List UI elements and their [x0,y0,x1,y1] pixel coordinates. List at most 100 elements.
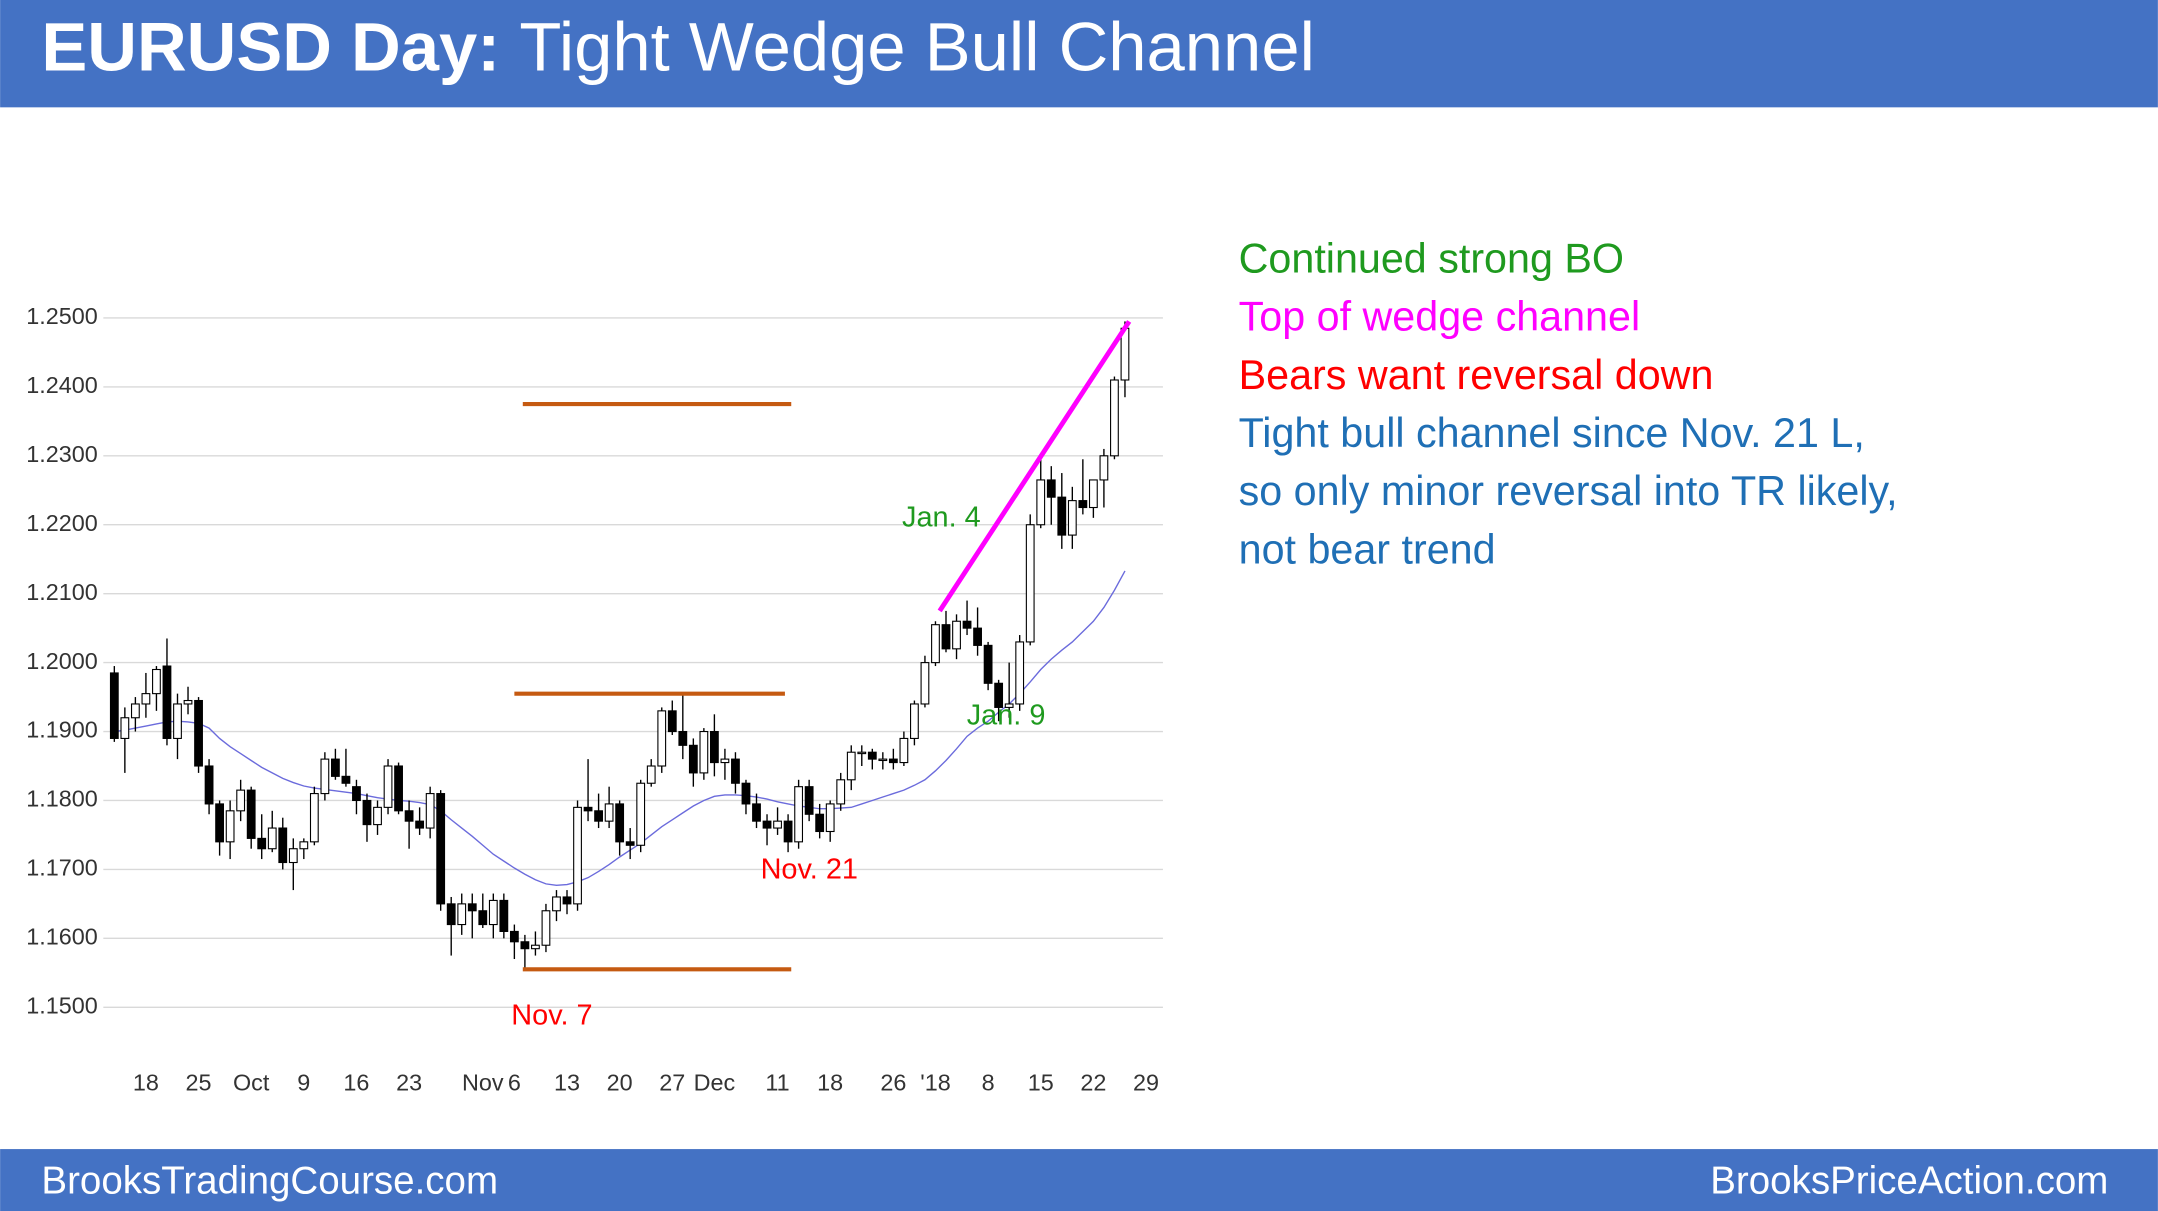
footer-bar [0,1149,2158,1211]
candle-body [467,903,477,912]
candle-body [594,810,603,822]
candle-body [552,896,561,912]
candle-body [509,930,519,943]
candle-body [215,803,225,843]
candle-body [1004,703,1014,708]
candle-body [130,703,140,719]
note-line: not bear trend [1239,526,1496,572]
candle-body [162,665,172,739]
candle-body [783,820,793,843]
candle-body [857,751,867,755]
candle-body [983,644,993,684]
candle-body [183,699,193,705]
candle-body [973,627,982,646]
candle-body [288,848,298,864]
candle-body [1036,479,1046,526]
candle-body [225,810,235,843]
candle-body [478,910,488,926]
candle-body [562,896,572,905]
x-tick-label: 13 [554,1070,580,1096]
candle-body [583,806,593,812]
x-tick-label: 22 [1080,1070,1106,1096]
x-tick-label: 18 [817,1070,843,1096]
note-line: Bears want reversal down [1239,352,1714,398]
candle-body [383,765,393,808]
slide-title: EURUSD Day: Tight Wedge Bull Channel [41,8,1314,85]
candle-body [194,699,203,767]
candle-body [646,765,656,784]
candle-body [920,662,930,705]
candle-body [373,806,382,826]
x-tick-label: 29 [1133,1070,1159,1096]
footer-right: BrooksPriceAction.com [1710,1160,2108,1203]
candle-body [446,903,456,926]
moving-average [114,570,1126,886]
candle-body [488,899,498,926]
candle-body [425,793,435,829]
candle-body [678,730,688,746]
footer-left: BrooksTradingCourse.com [41,1160,498,1203]
annotation-line [937,320,1132,613]
candle-body [615,803,625,843]
candle-body [1025,524,1035,643]
title-text: Tight Wedge Bull Channel [519,8,1314,85]
x-tick-label: 18 [133,1070,159,1096]
candle-body [636,782,646,846]
note-line: Tight bull channel since Nov. 21 L, [1239,410,1865,456]
x-tick-label: 16 [343,1070,369,1096]
candle-body [415,820,425,829]
x-tick-label: 6 [508,1070,521,1096]
candle-body [941,624,951,650]
x-tick-label: Oct [233,1070,270,1096]
candle-body [109,672,119,739]
x-tick-label: 11 [765,1070,789,1096]
candle-body [794,786,804,843]
candle-body [731,758,740,784]
y-tick-label: 1.2000 [26,648,97,674]
y-tick-label: 1.1900 [26,717,97,743]
x-tick-label: 8 [982,1070,995,1096]
y-tick-label: 1.1700 [26,855,97,881]
x-tick-label: 20 [607,1070,633,1096]
annotation: Nov. 7 [511,1000,592,1032]
candle-body [531,944,540,950]
x-tick-label: 27 [659,1070,685,1096]
candle-body [657,710,667,767]
annotation: Nov. 21 [761,854,858,886]
candle-body [888,758,898,764]
candle-body [773,820,782,829]
candle-body [1067,500,1077,536]
candle-body [246,789,256,839]
x-tick-label: 9 [297,1070,310,1096]
candle-body [688,744,698,774]
y-tick-label: 1.2200 [26,510,97,536]
candle-body [1015,641,1025,705]
candle-body [173,703,182,739]
title-bold: EURUSD Day: [41,8,500,85]
candle-body [436,793,446,905]
candle-body [457,903,467,926]
candle-body [1088,479,1098,509]
candle-body [667,710,677,733]
candle-body [299,841,309,850]
candle-body [699,730,709,774]
x-tick-label: 15 [1028,1070,1054,1096]
note-line: Top of wedge channel [1239,294,1640,340]
candle-body [836,779,846,805]
candle-body [752,803,761,822]
candle-body [846,751,856,781]
candle-body [309,793,319,843]
candle-body [1078,500,1088,509]
candle-body [878,758,888,762]
candle-body [825,803,835,833]
x-tick-label: 26 [880,1070,906,1096]
candle-body [341,775,351,784]
candle-body [1099,455,1109,481]
candle-body [267,827,277,850]
x-tick-label: Dec [694,1070,736,1096]
y-tick-label: 1.1800 [26,786,97,812]
candle-body [625,841,635,846]
candle-body [952,620,961,650]
